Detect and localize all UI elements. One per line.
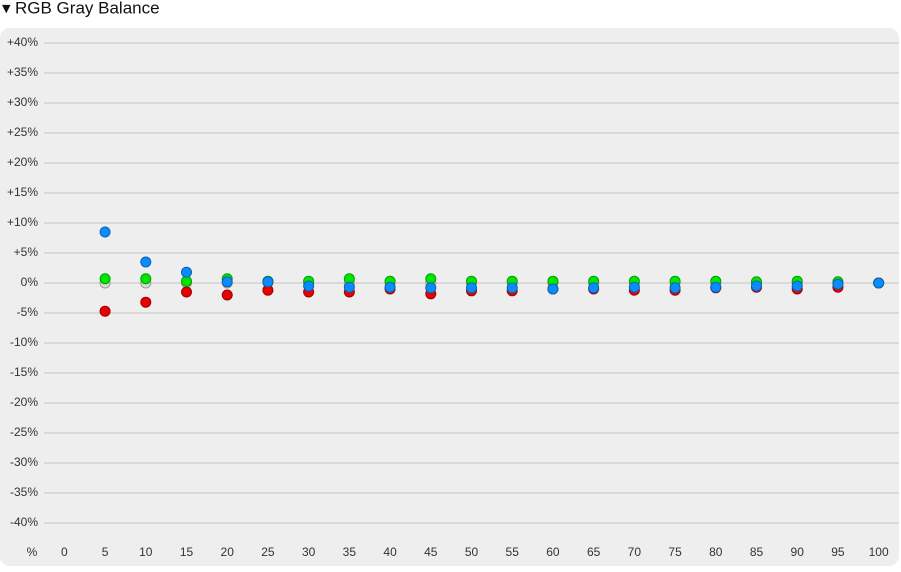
x-tick-label: 75 bbox=[668, 545, 682, 559]
y-tick-label: +15% bbox=[7, 185, 38, 199]
x-tick-label: 0 bbox=[61, 545, 68, 559]
x-axis-label: % bbox=[27, 545, 38, 559]
data-point bbox=[628, 281, 640, 293]
x-tick-label: 20 bbox=[221, 545, 235, 559]
data-point bbox=[466, 282, 477, 294]
plot-panel bbox=[0, 28, 899, 566]
y-tick-label: -40% bbox=[10, 515, 38, 529]
data-point bbox=[140, 296, 152, 308]
y-tick-label: +30% bbox=[7, 95, 38, 109]
x-tick-label: 95 bbox=[831, 545, 845, 559]
data-point bbox=[751, 280, 762, 292]
y-tick-label: -15% bbox=[10, 365, 38, 379]
data-point bbox=[181, 266, 192, 278]
data-point bbox=[873, 277, 885, 289]
y-tick-label: +5% bbox=[14, 245, 39, 259]
x-tick-label: 65 bbox=[587, 545, 601, 559]
x-tick-label: 10 bbox=[139, 545, 153, 559]
x-tick-label: 85 bbox=[750, 545, 764, 559]
x-tick-label: 45 bbox=[424, 545, 438, 559]
x-tick-label: 35 bbox=[343, 545, 357, 559]
y-tick-label: -35% bbox=[10, 485, 38, 499]
data-point bbox=[221, 276, 233, 288]
y-tick-label: -25% bbox=[10, 425, 38, 439]
data-point bbox=[303, 280, 315, 292]
y-tick-label: 0% bbox=[21, 275, 39, 289]
x-tick-label: 70 bbox=[628, 545, 642, 559]
x-tick-label: 55 bbox=[506, 545, 520, 559]
x-tick-label: 40 bbox=[383, 545, 397, 559]
x-tick-label: 30 bbox=[302, 545, 316, 559]
data-point bbox=[140, 256, 152, 268]
data-point bbox=[384, 281, 396, 293]
x-tick-label: 15 bbox=[180, 545, 194, 559]
x-tick-label: 80 bbox=[709, 545, 723, 559]
x-tick-label: 5 bbox=[102, 545, 109, 559]
y-tick-label: -30% bbox=[10, 455, 38, 469]
y-tick-label: -20% bbox=[10, 395, 38, 409]
x-tick-label: 90 bbox=[791, 545, 805, 559]
y-tick-label: +35% bbox=[7, 65, 38, 79]
data-point bbox=[791, 280, 803, 292]
data-point bbox=[99, 305, 111, 317]
data-point bbox=[832, 278, 844, 290]
y-tick-label: +25% bbox=[7, 125, 38, 139]
y-tick-label: +40% bbox=[7, 35, 38, 49]
data-point bbox=[506, 282, 518, 294]
chart-title: RGB Gray Balance bbox=[15, 0, 160, 17]
y-tick-label: -5% bbox=[17, 305, 39, 319]
data-point bbox=[262, 276, 274, 288]
x-tick-label: 50 bbox=[465, 545, 479, 559]
data-point bbox=[181, 286, 192, 298]
collapse-toggle[interactable]: ▾ bbox=[2, 0, 11, 17]
data-point bbox=[140, 273, 152, 285]
data-point bbox=[221, 289, 233, 301]
data-point bbox=[547, 283, 559, 295]
data-point bbox=[99, 273, 111, 285]
x-tick-label: 100 bbox=[869, 545, 889, 559]
data-point bbox=[425, 282, 437, 294]
data-point bbox=[343, 281, 355, 293]
data-point bbox=[588, 282, 600, 294]
y-tick-label: -10% bbox=[10, 335, 38, 349]
x-tick-label: 60 bbox=[546, 545, 560, 559]
data-point bbox=[669, 282, 681, 294]
x-tick-label: 25 bbox=[261, 545, 275, 559]
data-point bbox=[710, 281, 722, 293]
y-tick-label: +20% bbox=[7, 155, 38, 169]
data-point bbox=[99, 226, 111, 238]
y-tick-label: +10% bbox=[7, 215, 38, 229]
